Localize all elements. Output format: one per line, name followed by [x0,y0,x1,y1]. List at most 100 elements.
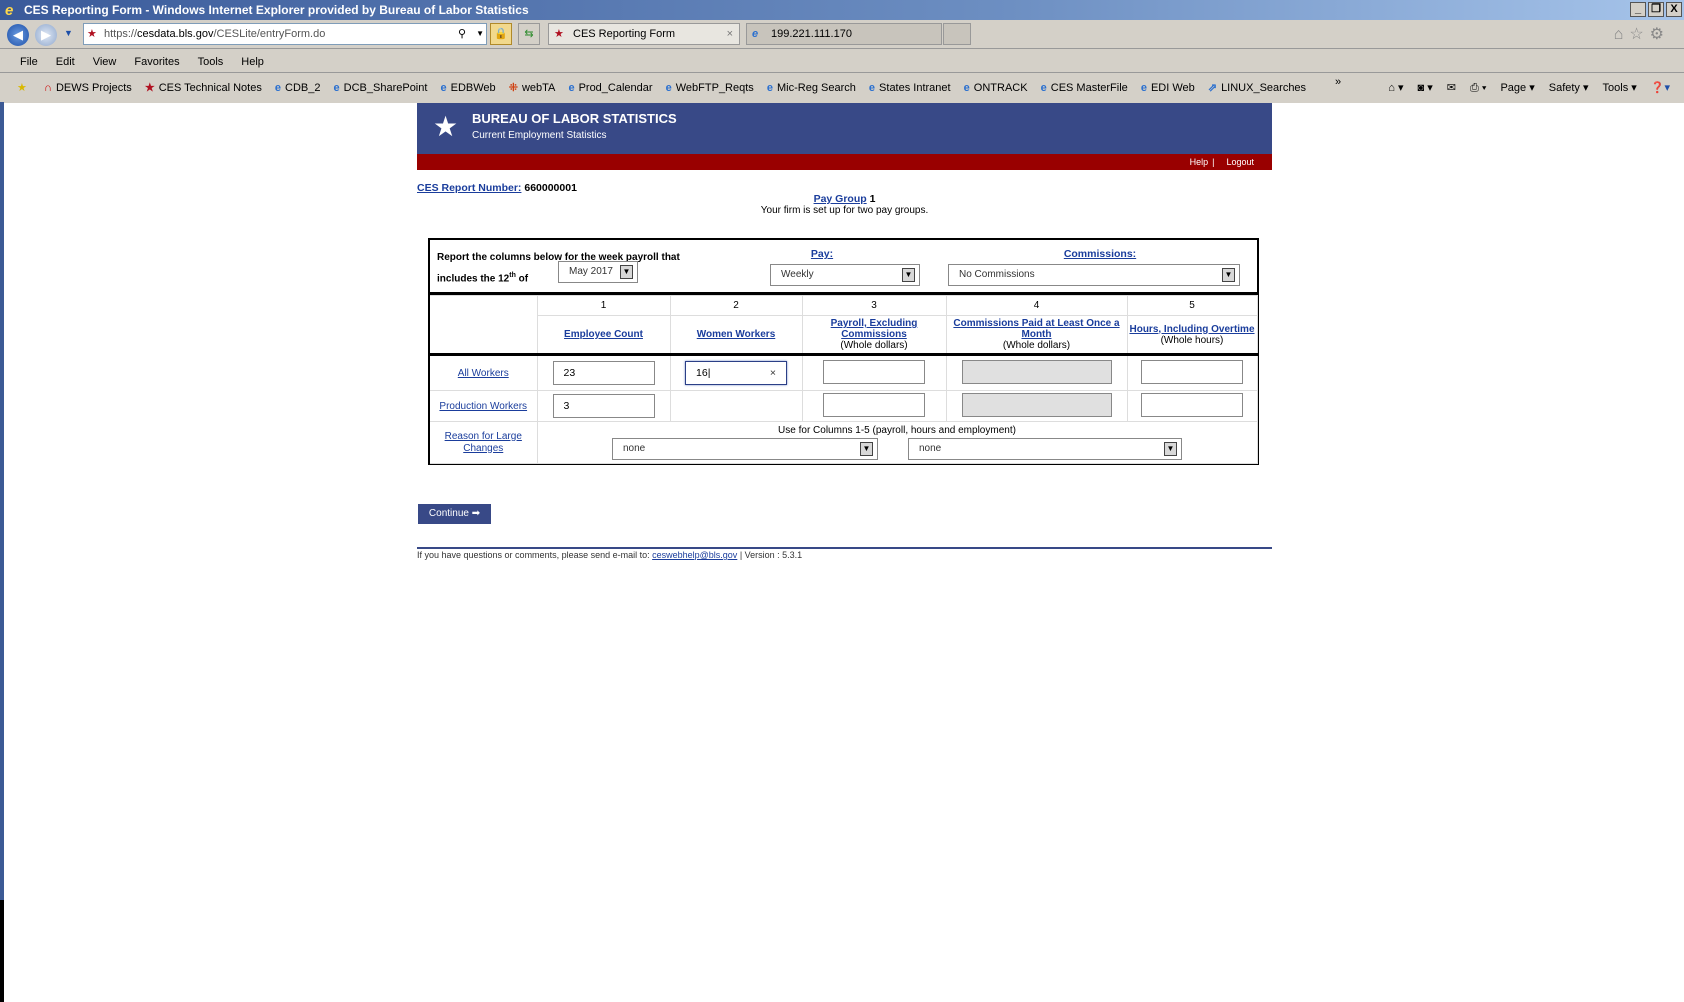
hours-link[interactable]: Hours, Including Overtime [1129,323,1255,335]
back-button[interactable]: ◀ [7,24,29,46]
all-workers-payroll-input[interactable] [823,359,925,384]
women-workers-link[interactable]: Women Workers [696,329,776,340]
favorite-link[interactable]: e EDBWeb [440,82,496,94]
all-workers-employee-count-input[interactable]: 23 [552,361,655,385]
help-icon[interactable]: ❓▾ [1650,82,1670,94]
column-header: Payroll, Excluding Commissions (Whole dol… [801,315,947,356]
pay-help-link[interactable]: Pay: [810,248,834,260]
production-workers-employee-count-input[interactable]: 3 [552,394,655,418]
lock-icon[interactable]: 🔒 [490,23,512,45]
more-favorites-icon[interactable]: » [1335,76,1342,88]
chevron-down-icon: ▼ [860,442,873,456]
minimize-button[interactable]: _ [1630,2,1646,17]
address-dropdown-icon[interactable]: ▼ [476,29,484,38]
site-favicon-icon: ★ [87,28,97,40]
restore-button[interactable]: ❐ [1648,2,1664,17]
column-header: Women Workers [669,315,803,356]
tools-menu[interactable]: Tools ▾ [1602,82,1637,94]
production-workers-payroll-input[interactable] [823,392,925,417]
history-dropdown-icon[interactable]: ▼ [64,28,73,38]
home-dropdown-icon[interactable]: ⌂ ▾ [1388,82,1404,94]
favorite-link[interactable]: e Prod_Calendar [568,82,653,94]
favorite-link[interactable]: e WebFTP_Reqts [665,82,754,94]
all-workers-link[interactable]: All Workers [457,367,509,379]
command-bar: ⌂ ▾ ◙ ▾ ✉ ⎙ ▾ Page ▾ Safety ▾ Tools ▾ ❓▾ [1388,75,1670,102]
menu-view[interactable]: View [92,56,117,68]
favorite-link[interactable]: e EDI Web [1140,82,1195,94]
favorite-link[interactable]: e Mic-Reg Search [766,82,856,94]
window-border [0,102,4,1002]
logout-link[interactable]: Logout [1226,157,1254,167]
commissions-select[interactable]: No Commissions ▼ [948,264,1240,286]
help-link[interactable]: Help [1189,157,1209,167]
tab-ip-address[interactable]: e 199.221.111.170 [746,23,942,45]
tab-close-icon[interactable]: × [726,28,733,40]
all-workers-women-input[interactable]: 16| × [685,361,787,385]
favorite-link[interactable]: ★ CES Technical Notes [144,82,262,94]
window-titlebar: e CES Reporting Form - Windows Internet … [0,0,1684,20]
favorite-link[interactable]: ⁜ webTA [508,82,556,94]
close-button[interactable]: X [1666,2,1682,17]
ie-page-icon: e [752,28,759,40]
forward-button[interactable]: ▶ [35,24,57,46]
form-settings: Report the columns below for the week pa… [430,240,1257,295]
chevron-down-icon: ▼ [902,268,915,282]
menu-edit[interactable]: Edit [55,56,75,68]
employee-count-link[interactable]: Employee Count [564,329,643,340]
menu-help[interactable]: Help [241,56,264,68]
production-workers-hours-input[interactable] [1141,392,1243,417]
page-menu[interactable]: Page ▾ [1500,82,1535,94]
home-icon[interactable]: ⌂ [1613,26,1630,43]
menu-favorites[interactable]: Favorites [134,56,180,68]
continue-button[interactable]: Continue ➡ [418,504,491,524]
bls-star-logo-icon: ★ [433,111,459,142]
pay-group-value: 1 [869,193,876,205]
reason-select-1[interactable]: none ▼ [612,438,878,460]
print-icon[interactable]: ⎙ ▾ [1469,82,1487,94]
favorite-link[interactable]: e CDB_2 [274,82,321,94]
url-prefix: https:// [104,28,138,40]
gear-icon[interactable]: ⚙ [1649,26,1670,43]
tab-favicon-icon: ★ [554,28,564,40]
all-workers-hours-input[interactable] [1141,359,1243,384]
tab-ces-reporting-form[interactable]: ★ CES Reporting Form × [548,23,740,45]
payroll-link[interactable]: Payroll, Excluding Commissions [830,318,918,340]
footer-divider [417,547,1272,549]
pay-group-note: Your firm is set up for two pay groups. [760,205,929,216]
report-number-value: 660000001 [524,182,577,194]
report-number-link[interactable]: CES Report Number: [417,182,522,194]
feeds-icon[interactable]: ◙ ▾ [1417,82,1433,94]
menu-tools[interactable]: Tools [197,56,224,68]
safety-menu[interactable]: Safety ▾ [1548,82,1589,94]
search-icon[interactable]: ⚲ [457,28,466,40]
reason-select-2[interactable]: none ▼ [908,438,1182,460]
utility-bar: Help | Logout [417,154,1272,170]
favorite-link[interactable]: e DCB_SharePoint [333,82,428,94]
new-tab-button[interactable] [943,23,971,45]
favorites-add-icon[interactable]: ★ [17,82,27,94]
entry-form: Report the columns below for the week pa… [428,238,1259,465]
favorite-link[interactable]: ∩ DEWS Projects [44,82,132,94]
pay-group-link[interactable]: Pay Group [813,193,867,205]
favorites-star-icon[interactable]: ☆ [1629,26,1650,43]
mail-icon[interactable]: ✉ [1446,82,1456,94]
favorite-link[interactable]: e CES MasterFile [1040,82,1128,94]
commissions-help-link[interactable]: Commissions: [1063,248,1137,260]
tab-label: CES Reporting Form [573,28,676,40]
production-workers-link[interactable]: Production Workers [439,400,528,412]
support-email-link[interactable]: ceswebhelp@bls.gov [652,550,738,560]
commissions-paid-link[interactable]: Commissions Paid at Least Once a Month [953,318,1120,340]
address-bar[interactable]: ★ https://cesdata.bls.gov/CESLite/entryF… [83,23,487,45]
menu-file[interactable]: File [20,56,38,68]
clear-input-icon[interactable]: × [769,367,776,379]
favorite-link[interactable]: e ONTRACK [963,82,1028,94]
favorite-link[interactable]: ⇗ LINUX_Searches [1207,82,1307,94]
pay-frequency-select[interactable]: Weekly ▼ [770,264,920,286]
favorite-link[interactable]: e States Intranet [868,82,951,94]
month-select[interactable]: May 2017 ▼ [558,261,638,283]
reason-large-changes-link[interactable]: Reason for Large Changes [444,430,522,454]
table-row: Production Workers 3 [430,390,1258,422]
window-border [0,900,4,1002]
refresh-icon[interactable]: ⇆ [518,23,540,45]
column-number: 5 [1126,295,1258,316]
